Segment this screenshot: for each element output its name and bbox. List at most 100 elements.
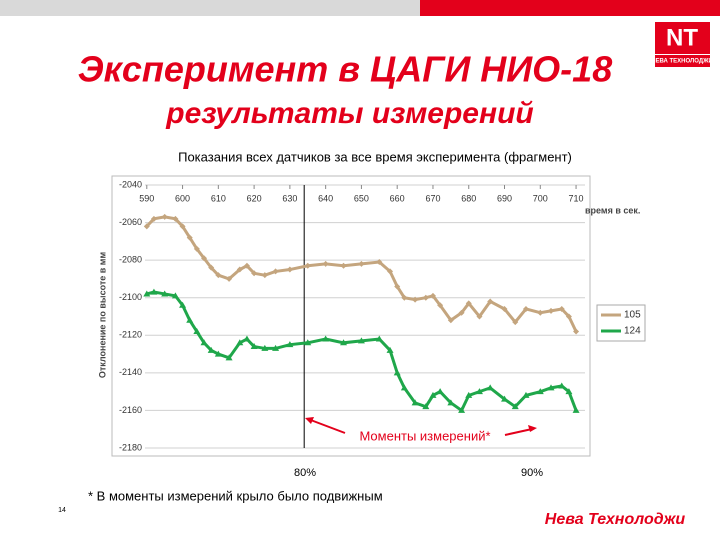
percent-label: 80% xyxy=(294,467,316,479)
x-tick-label: 590 xyxy=(139,193,154,203)
x-tick-label: 670 xyxy=(425,193,440,203)
x-tick-label: 680 xyxy=(461,193,476,203)
plot: -2040 -2060 -2080 -2100 -2120 -2140 -2160 -2180… xyxy=(119,179,646,452)
point xyxy=(250,343,258,350)
point xyxy=(340,339,348,346)
point xyxy=(386,346,394,353)
annotation-arrow xyxy=(307,418,346,434)
percent-label: 90% xyxy=(521,467,543,479)
point xyxy=(394,283,401,290)
point xyxy=(358,260,365,267)
point xyxy=(143,290,151,297)
point xyxy=(179,223,186,230)
point xyxy=(536,388,544,395)
x-tick-label: 690 xyxy=(497,193,512,203)
point xyxy=(243,262,250,269)
point xyxy=(322,335,330,342)
point xyxy=(193,328,201,335)
point xyxy=(251,270,258,277)
point xyxy=(436,388,444,395)
point xyxy=(429,292,436,299)
point xyxy=(511,403,519,410)
y-tick-label: -2140 xyxy=(119,367,142,377)
point xyxy=(201,255,208,262)
annotation-arrow xyxy=(504,428,533,436)
y-tick-label: -2160 xyxy=(119,405,142,415)
point xyxy=(558,305,565,312)
point xyxy=(208,264,215,271)
point xyxy=(437,302,444,309)
legend-label: 105 xyxy=(624,310,641,321)
point xyxy=(512,319,519,326)
point xyxy=(447,399,455,406)
logo-letters: NT xyxy=(666,24,698,51)
point xyxy=(243,335,251,342)
point xyxy=(422,294,429,301)
legend xyxy=(596,304,646,342)
point xyxy=(186,234,193,241)
point xyxy=(272,344,280,351)
slide-title: Эксперимент в ЦАГИ НИО-18 xyxy=(78,49,612,90)
logo-mark xyxy=(655,22,710,54)
point xyxy=(393,369,401,376)
logo-text: НЕВА ТЕХНОЛОДЖИ xyxy=(651,59,713,65)
point xyxy=(272,268,279,275)
x-tick-label: 600 xyxy=(175,193,190,203)
logo: NT НЕВА ТЕХНОЛОДЖИ xyxy=(651,22,713,67)
top-bar xyxy=(0,0,420,16)
point xyxy=(179,301,187,308)
chart-area xyxy=(111,175,591,457)
y-tick-label: -2100 xyxy=(119,292,142,302)
point xyxy=(215,272,222,279)
point xyxy=(304,262,311,269)
point xyxy=(501,305,508,312)
slide-subtitle: результаты измерений xyxy=(165,97,533,130)
point xyxy=(225,354,233,361)
point xyxy=(150,288,158,295)
y-tick-label: -2060 xyxy=(119,217,142,227)
y-axis-label: Отклонение по высоте в мм xyxy=(97,252,107,379)
point xyxy=(501,395,509,402)
x-tick-label: 710 xyxy=(569,193,584,203)
point xyxy=(226,275,233,282)
y-tick-label: -2040 xyxy=(119,179,142,189)
point xyxy=(214,350,222,357)
annotation: Моменты измерений* xyxy=(359,428,490,443)
point xyxy=(186,316,194,323)
footnote: * В моменты измерений крыло было подвижн… xyxy=(88,488,383,503)
point xyxy=(447,317,454,324)
page-number: 14 xyxy=(58,507,66,514)
point xyxy=(548,307,555,314)
y-tick-label: -2180 xyxy=(119,442,142,452)
top-bar-accent xyxy=(420,0,720,16)
point xyxy=(236,339,244,346)
point xyxy=(422,403,430,410)
point xyxy=(565,313,572,320)
point xyxy=(537,309,544,316)
company-name: Нева Технолоджи xyxy=(545,511,686,528)
x-axis-label: время в сек. xyxy=(585,205,640,215)
x-tick-label: 630 xyxy=(282,193,297,203)
point xyxy=(565,388,573,395)
legend-label: 124 xyxy=(624,326,641,337)
x-tick-label: 610 xyxy=(211,193,226,203)
point xyxy=(522,305,529,312)
point xyxy=(286,266,293,273)
x-tick-label: 660 xyxy=(390,193,405,203)
point xyxy=(412,296,419,303)
point xyxy=(261,272,268,279)
chart-title: Показания всех датчиков за все время экс… xyxy=(178,149,572,164)
point xyxy=(375,335,383,342)
point xyxy=(411,399,419,406)
point xyxy=(486,384,494,391)
point xyxy=(340,262,347,269)
point xyxy=(558,382,566,389)
point xyxy=(150,215,157,222)
point xyxy=(161,290,169,297)
point xyxy=(522,391,530,398)
point xyxy=(357,337,365,344)
arrow-head xyxy=(528,425,537,432)
point xyxy=(200,339,208,346)
logo-band xyxy=(655,55,710,67)
y-tick-label: -2120 xyxy=(119,330,142,340)
